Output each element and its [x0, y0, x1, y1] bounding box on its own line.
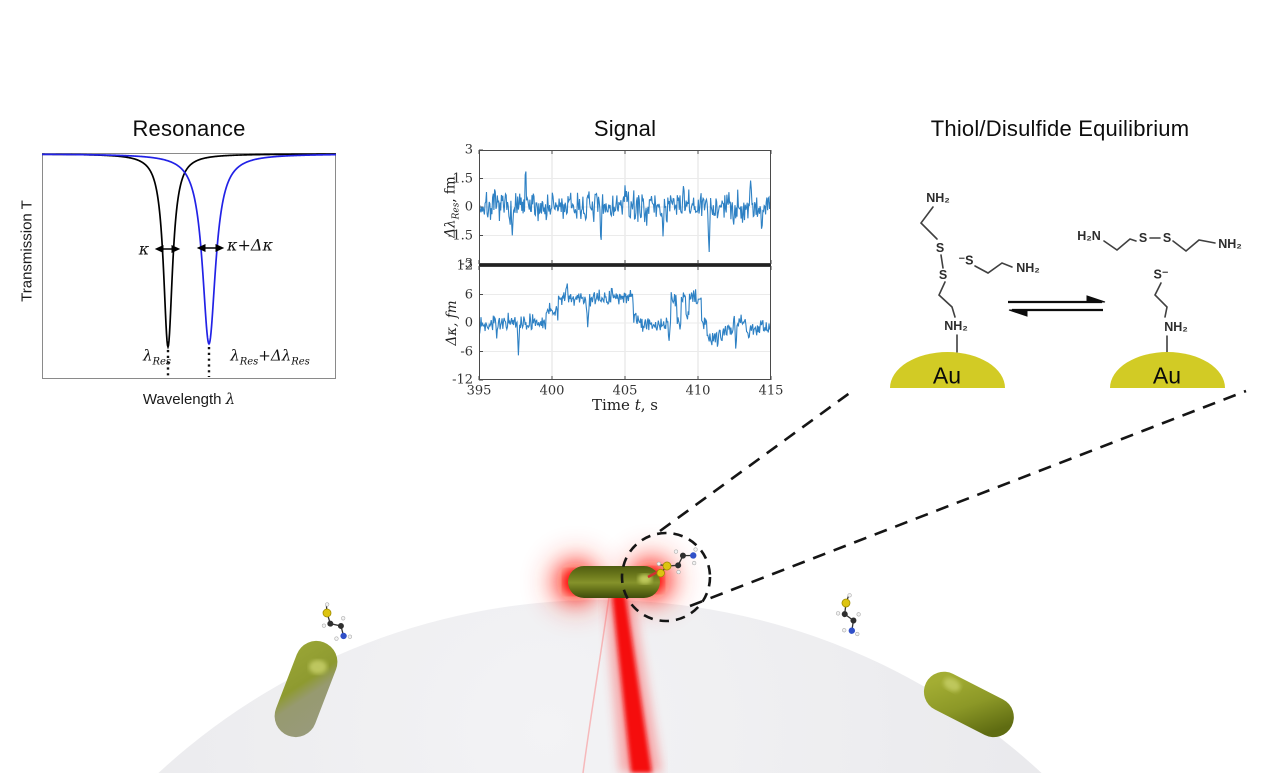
gold-nanorod-main: [568, 566, 660, 598]
resonance-title: Resonance: [132, 116, 246, 141]
thiolate-label: S⁻: [1153, 267, 1169, 282]
signal-title: Signal: [593, 116, 657, 141]
sulfur-label: S: [1162, 231, 1172, 245]
callout-circle: [620, 531, 712, 623]
sulfur-label: S: [935, 241, 945, 255]
amine-label: NH₂: [944, 319, 968, 333]
amine-label: NH₂: [1016, 261, 1040, 275]
gold-nanorod-right: [923, 671, 1014, 738]
sulfur-label: S: [1138, 231, 1148, 245]
resonance-ylabel: Transmission T: [18, 200, 36, 302]
signal-ylabel-bottom: Δκ, fm: [444, 300, 460, 346]
thiolate-label: ⁻S: [958, 253, 974, 268]
sulfur-label: S: [938, 268, 948, 282]
zoom-callout: [620, 389, 1247, 623]
chem-bonds: [919, 206, 1216, 353]
amine-label: NH₂: [926, 191, 950, 205]
callout-line-left: [659, 390, 852, 533]
chemistry-diagram: [890, 206, 1225, 388]
stray-beam: [582, 596, 610, 773]
au-dome-right: [1110, 352, 1225, 388]
signal-plot: [478, 149, 772, 381]
chemistry-title: Thiol/Disulfide Equilibrium: [930, 116, 1190, 141]
resonance-axes-box: [42, 153, 336, 379]
gold-nanorod-left: [274, 640, 338, 738]
cysteamine-molecule: [321, 602, 353, 641]
au-dome-left: [890, 352, 1005, 388]
molecules-layer: [321, 547, 861, 641]
callout-line-right: [689, 389, 1247, 608]
kappa-delta-label: κ+Δκ: [227, 235, 273, 255]
au-label-right: Au: [1152, 362, 1182, 389]
amine-label: H₂N: [1077, 229, 1101, 243]
lambda-res-shifted-label: λRes+ΔλRes: [230, 346, 310, 368]
amine-label: NH₂: [1164, 320, 1188, 334]
kappa-arrow: [154, 245, 181, 253]
signal-xlabel: Time t, s: [592, 396, 658, 414]
resonance-plot: [42, 153, 337, 379]
au-label-left: Au: [932, 362, 962, 389]
bound-thiol-molecule: [656, 547, 698, 578]
signal-ylabel-top: ΔλRes, fm: [442, 176, 462, 238]
equilibrium-arrows: [1008, 295, 1106, 317]
laser-beam: [582, 586, 662, 773]
cysteamine-molecule: [835, 593, 861, 637]
resonance-xlabel: Wavelength λ: [142, 390, 236, 408]
kappa-dk-arrow: [196, 244, 225, 252]
lambda-res-label: λRes: [142, 346, 172, 368]
amine-label: NH₂: [1218, 237, 1242, 251]
kappa-label: κ: [138, 239, 150, 259]
